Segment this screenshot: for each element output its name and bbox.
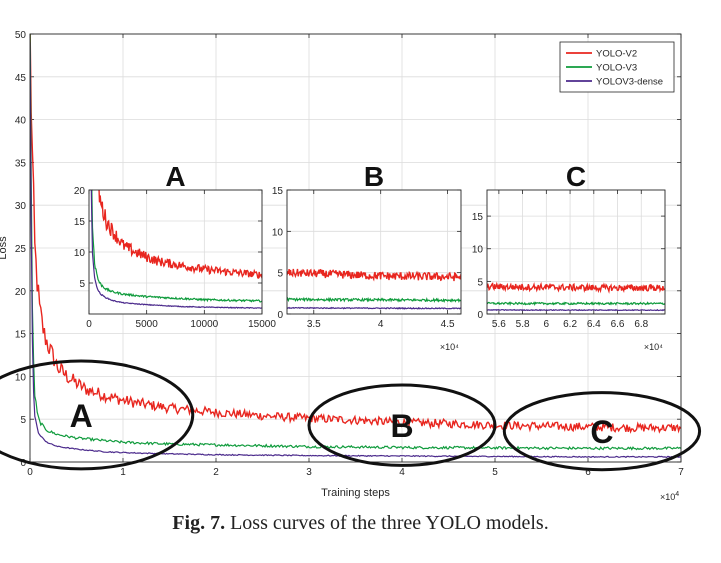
x-tick-label: 5.8 [516, 319, 530, 330]
y-tick-label: 5 [20, 415, 26, 426]
x-axis-label: Training steps [321, 487, 390, 499]
x-tick-label: 6 [585, 467, 591, 478]
y-tick-label: 10 [15, 372, 27, 383]
x-tick-label: 6.6 [611, 319, 625, 330]
region-ellipse-a [0, 359, 195, 471]
region-ellipses: A B C [0, 359, 702, 472]
y-axis-label: Loss [0, 236, 9, 260]
caption-text: Loss curves of the three YOLO models. [230, 512, 549, 534]
series-line-yolov3-dense [487, 308, 665, 312]
y-tick-label: 15 [74, 217, 86, 228]
legend: YOLO-V2 YOLO-V3 YOLOV3-dense [559, 41, 675, 93]
inset-title: B [364, 161, 384, 192]
inset-c: 5.6 5.8 6 6.2 6.4 6.6 6.8 0 5 10 15 C ×10⁴ [472, 161, 666, 352]
figure-caption: Fig. 7. Loss curves of the three YOLO mo… [0, 512, 721, 535]
y-tick-label: 0 [477, 310, 483, 321]
x-tick-label: 3.5 [307, 319, 321, 330]
x-tick-label: 4.5 [441, 319, 455, 330]
y-tick-label: 45 [15, 73, 27, 84]
y-tick-label: 5 [477, 277, 483, 288]
series-line-yolov3-dense [287, 306, 461, 310]
plot-frame [88, 189, 263, 315]
inset-title: C [566, 161, 586, 192]
region-label-c: C [590, 414, 613, 450]
series-line-yolov3-dense [90, 190, 262, 309]
y-tick-label: 35 [15, 158, 27, 169]
series-line-yolo-v2 [487, 281, 665, 294]
y-tick-label: 15 [472, 212, 484, 223]
x-exponent-power: 4 [675, 491, 679, 498]
series-line-yolo-v3 [487, 301, 665, 307]
y-tick-label: 5 [79, 279, 85, 290]
inset-plots: 0 5000 10000 15000 5 10 15 20 A 3.5 4 4.5 0 5 10 15 B ×10… [74, 161, 666, 352]
x-tick-label: 5.6 [492, 319, 506, 330]
legend-label: YOLOV3-dense [596, 77, 663, 88]
x-tick-label: 6.8 [634, 319, 648, 330]
y-tick-label: 15 [15, 330, 27, 341]
region-ellipse-c [502, 391, 702, 472]
legend-label: YOLO-V3 [596, 63, 637, 74]
plot-background [487, 190, 665, 314]
plot-background [287, 190, 461, 314]
x-tick-label: 5 [492, 467, 498, 478]
x-tick-label: 10000 [190, 319, 218, 330]
series-line-yolo-v3 [91, 190, 262, 303]
y-tick-label: 40 [15, 116, 27, 127]
x-tick-label: 0 [27, 467, 33, 478]
region-ellipse-b [307, 383, 497, 467]
y-tick-label: 0 [20, 458, 26, 469]
x-tick-label: 2 [213, 467, 219, 478]
y-tick-label: 25 [15, 244, 27, 255]
inset-a: 0 5000 10000 15000 5 10 15 20 A [74, 161, 276, 330]
series-line-yolo-v2 [98, 190, 262, 279]
y-tick-label: 15 [272, 186, 284, 197]
y-tick-label: 0 [277, 310, 283, 321]
caption-label: Fig. 7. [172, 512, 226, 534]
y-tick-label: 10 [472, 245, 484, 256]
region-label-a: A [70, 398, 93, 434]
x-tick-label: 4 [399, 467, 405, 478]
y-tick-label: 10 [272, 227, 284, 238]
y-tick-label: 20 [15, 287, 27, 298]
x-tick-label: 15000 [248, 319, 276, 330]
x-tick-label: 1 [120, 467, 126, 478]
inset-b: 3.5 4 4.5 0 5 10 15 B ×10⁴ [272, 161, 462, 352]
region-label-b: B [390, 408, 413, 444]
x-tick-label: 5000 [136, 319, 159, 330]
y-tick-label: 50 [15, 30, 27, 41]
inset-x-exponent-label: ×10⁴ [440, 342, 459, 352]
legend-label: YOLO-V2 [596, 49, 637, 60]
series-line-yolo-v2 [287, 268, 461, 282]
series-line-yolo-v2 [30, 34, 681, 434]
x-tick-label: 6.2 [563, 319, 577, 330]
y-tick-label: 30 [15, 201, 27, 212]
y-tick-label: 5 [277, 269, 283, 280]
plot-frame [29, 33, 682, 463]
x-exponent-label: ×104 [660, 491, 679, 502]
inset-x-exponent-label: ×10⁴ [644, 342, 663, 352]
plot-frame [486, 189, 666, 315]
series-line-yolo-v3 [30, 34, 681, 451]
x-tick-label: 7 [678, 467, 684, 478]
series-line-yolov3-dense [30, 42, 681, 459]
series-line-yolo-v3 [287, 296, 461, 303]
x-tick-label: 4 [378, 319, 384, 330]
x-tick-label: 6 [544, 319, 550, 330]
x-tick-label: 3 [306, 467, 312, 478]
x-tick-label: 6.4 [587, 319, 601, 330]
x-tick-label: 0 [86, 319, 92, 330]
inset-title: A [165, 161, 185, 192]
y-tick-label: 20 [74, 186, 86, 197]
plot-frame [286, 189, 462, 315]
y-tick-label: 10 [74, 248, 86, 259]
